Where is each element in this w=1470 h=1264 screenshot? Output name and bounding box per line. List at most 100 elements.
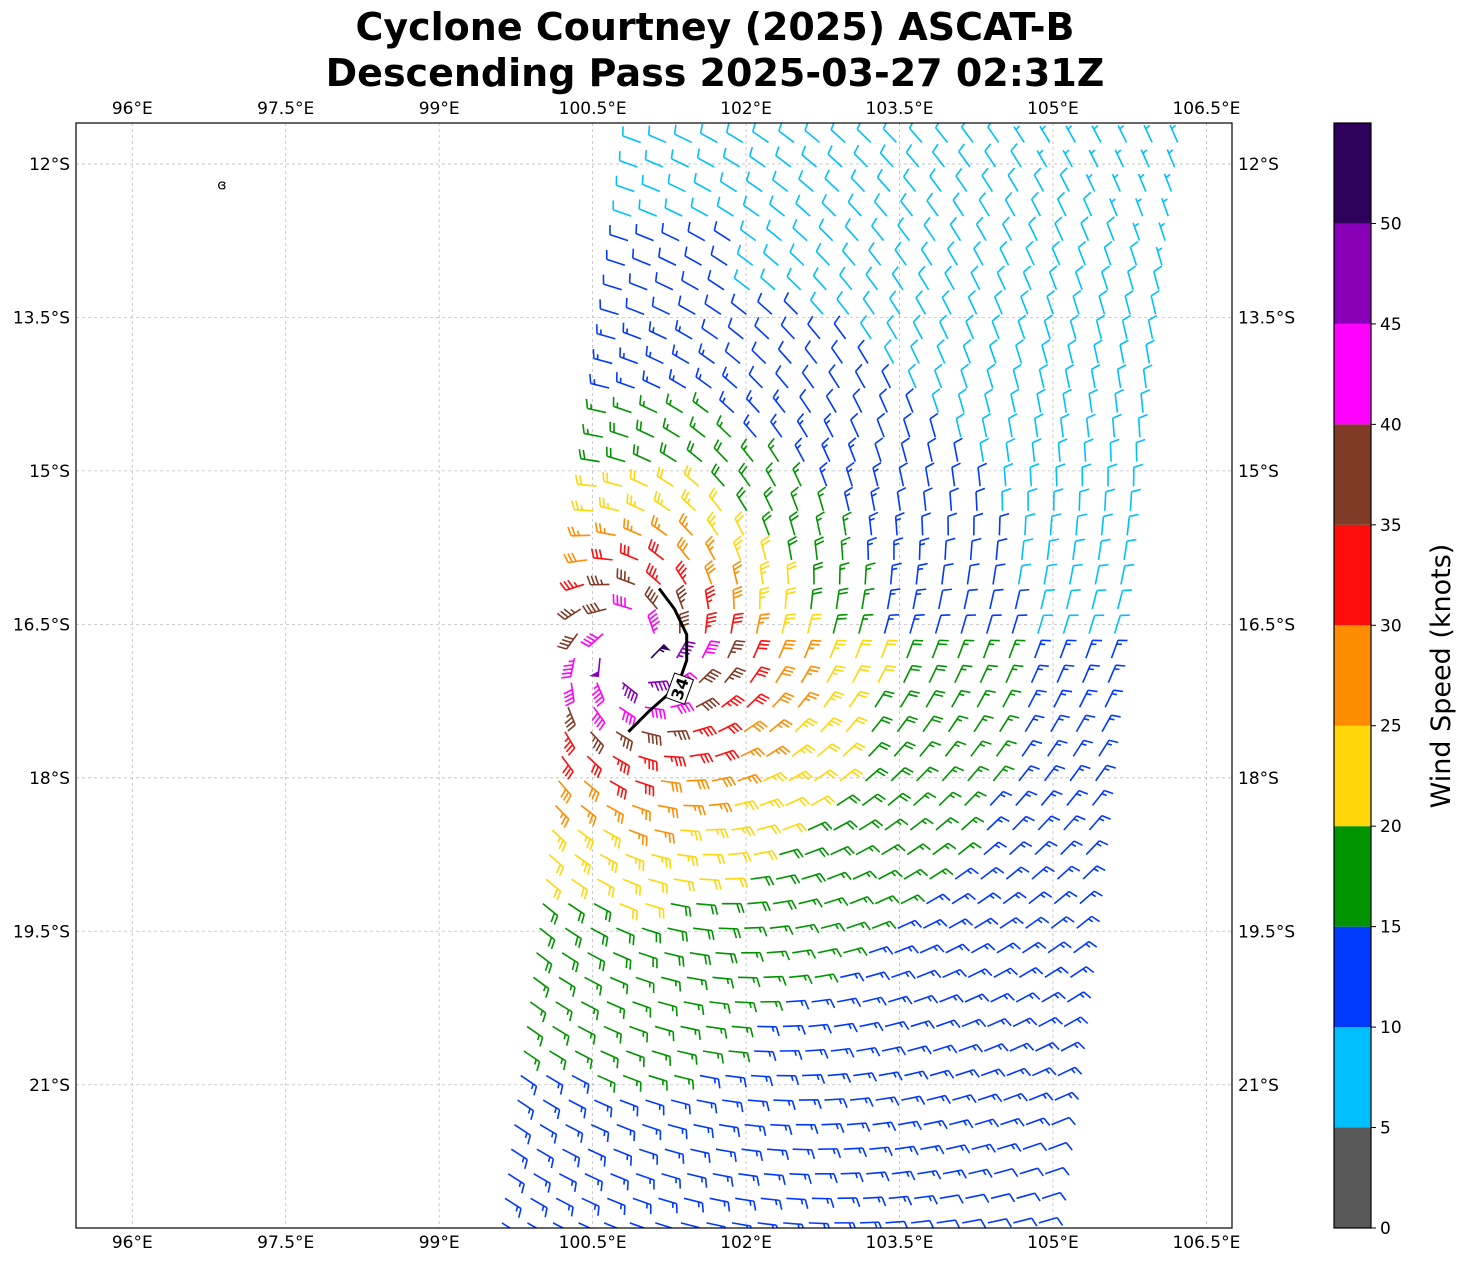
wind-barb — [606, 804, 625, 825]
wind-barb — [1040, 790, 1063, 806]
wind-barb — [622, 1074, 642, 1092]
wind-barb — [578, 1222, 592, 1228]
wind-barb — [817, 743, 841, 757]
wind-barb — [727, 317, 744, 340]
wind-barb — [715, 1148, 737, 1162]
wind-barb — [625, 853, 645, 872]
wind-barb — [1103, 240, 1113, 266]
wind-barb — [1057, 438, 1068, 462]
wind-barb — [834, 97, 848, 118]
wind-barb — [1041, 339, 1051, 364]
wind-barb — [783, 1222, 804, 1228]
wind-barb — [738, 1172, 760, 1186]
wind-barb — [1132, 222, 1141, 241]
wind-barb — [681, 488, 697, 512]
wind-barb — [520, 1074, 538, 1096]
wind-barb — [1062, 388, 1072, 413]
wind-barb — [960, 363, 970, 389]
wind-barb — [1072, 289, 1082, 315]
colorbar-tick-label: 45 — [1380, 315, 1402, 335]
wind-barb — [613, 1148, 633, 1166]
wind-barb — [985, 614, 1002, 634]
wind-barb — [792, 218, 808, 242]
wind-barb — [977, 1093, 1003, 1103]
wind-barb — [662, 417, 680, 438]
wind-barb — [810, 795, 836, 807]
wind-barb — [952, 192, 965, 217]
wind-barb — [768, 195, 786, 217]
wind-barb — [765, 745, 791, 758]
wind-barb — [951, 689, 971, 708]
wind-barb — [889, 290, 901, 315]
wind-barb — [1025, 1117, 1051, 1126]
wind-barb — [917, 1169, 942, 1180]
colorbar-tick-label: 25 — [1380, 717, 1402, 737]
contour-label: 34 — [665, 672, 695, 705]
wind-barb — [742, 195, 760, 217]
wind-barb — [616, 927, 635, 946]
colorbar-frame — [1333, 122, 1372, 1229]
wind-barb — [638, 755, 658, 772]
wind-barb — [1059, 639, 1077, 659]
wind-barb — [1007, 167, 1019, 192]
wind-barb — [675, 560, 688, 585]
wind-barb — [574, 853, 592, 875]
wind-barb — [1008, 639, 1026, 659]
wind-barb — [686, 440, 703, 463]
wind-barb — [1036, 149, 1048, 168]
wind-barb — [752, 123, 769, 144]
wind-barb — [678, 512, 694, 536]
wind-barb — [1056, 191, 1067, 217]
wind-barb — [889, 562, 902, 585]
contour-line — [627, 587, 689, 733]
wind-barb — [854, 363, 866, 389]
wind-barb — [638, 199, 658, 217]
wind-barb — [991, 102, 1002, 118]
wind-barb — [869, 1146, 893, 1157]
wind-barb — [763, 975, 787, 986]
wind-barb — [1119, 339, 1129, 364]
wind-barb — [1064, 363, 1075, 389]
wind-barb — [568, 1099, 587, 1119]
lat-tick-label-left: 18°S — [29, 769, 70, 789]
wind-barb — [1085, 840, 1109, 856]
wind-barb — [989, 790, 1013, 806]
wind-barb — [591, 682, 605, 708]
wind-barb — [1005, 437, 1016, 462]
wind-barb — [527, 1222, 538, 1228]
wind-barb — [1132, 463, 1144, 487]
wind-barb — [780, 316, 795, 340]
wind-barb — [701, 318, 719, 340]
wind-barb — [1030, 664, 1049, 683]
wind-barb — [847, 193, 862, 217]
wind-barb — [1047, 739, 1068, 757]
wind-barb — [1106, 216, 1115, 241]
wind-barb — [746, 693, 770, 708]
wind-barb — [741, 951, 764, 962]
wind-barb — [992, 563, 1006, 585]
wind-barb — [711, 463, 725, 487]
wind-barb — [1091, 789, 1114, 806]
wind-barb — [539, 1123, 558, 1144]
wind-barb — [676, 853, 699, 867]
wind-barb — [702, 1050, 724, 1064]
lat-tick-label-left: 19.5°S — [13, 922, 70, 942]
wind-barb — [645, 562, 662, 586]
wind-barb — [1060, 840, 1083, 856]
wind-barb — [554, 804, 570, 828]
wind-barb — [769, 925, 794, 935]
wind-barb — [1046, 289, 1056, 315]
wind-barb — [958, 1043, 984, 1053]
wind-barb — [877, 664, 897, 684]
wind-barb — [1039, 125, 1051, 143]
wind-barb — [953, 437, 963, 462]
lat-tick-label-left: 13.5°S — [13, 308, 70, 328]
wind-barb — [619, 902, 638, 921]
wind-barb — [896, 715, 918, 733]
wind-barb — [641, 927, 662, 944]
wind-barb — [638, 1148, 659, 1165]
wind-barb — [942, 1169, 967, 1179]
wind-barb — [820, 922, 846, 932]
wind-barb — [622, 322, 642, 340]
lon-tick-label-top: 105°E — [1027, 99, 1079, 119]
